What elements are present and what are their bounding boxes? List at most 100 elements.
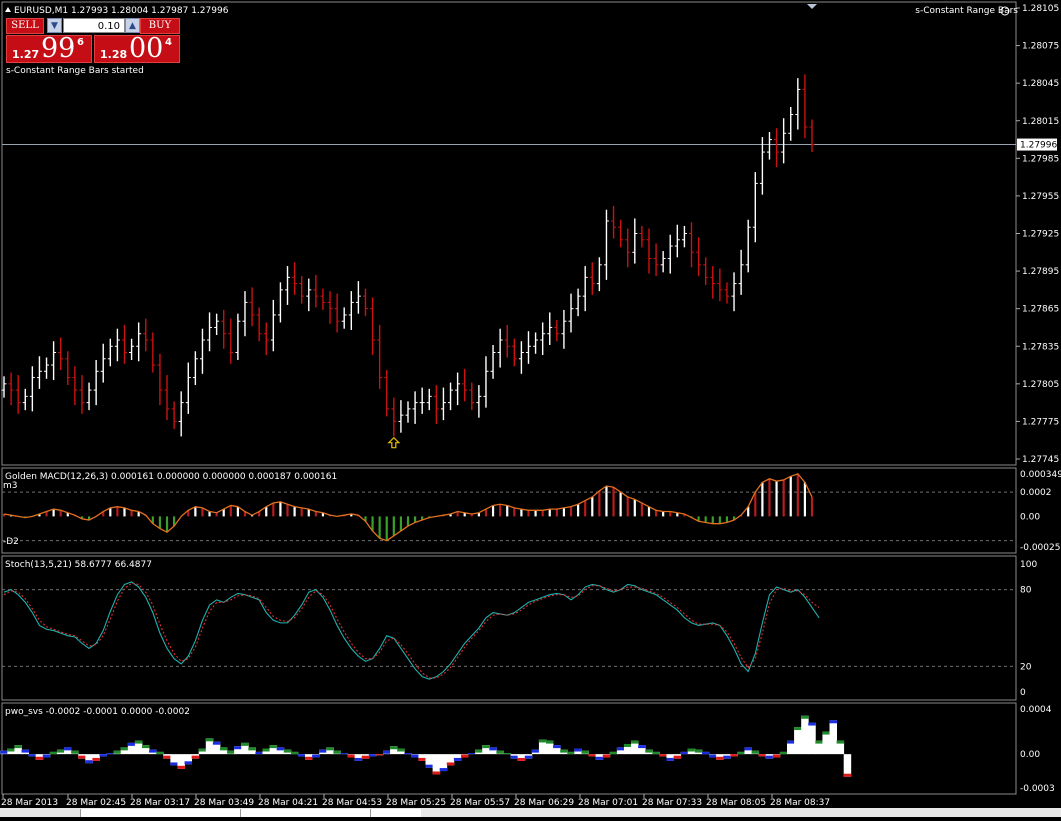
pwo-bar — [616, 747, 625, 755]
x-tick-label: 28 Mar 05:57 — [450, 798, 510, 808]
pwo-bar-cap — [71, 750, 79, 754]
y-tick-label: 1.28105 — [1022, 4, 1059, 14]
pwo-bar-cap — [14, 745, 22, 749]
pwo-bar-cap — [616, 747, 625, 751]
pwo-bar — [234, 746, 242, 755]
pwo-bar-cap — [35, 756, 44, 760]
pwo-bar-cap — [574, 748, 582, 752]
pwo-bar — [85, 754, 93, 764]
pwo-bar-cap — [326, 747, 334, 751]
pwo-bar-cap — [531, 749, 540, 753]
pwo-bar-cap — [340, 753, 348, 755]
pwo-bar-cap — [234, 746, 242, 750]
pwo-bar-cap — [333, 750, 341, 754]
pwo-bar-cap — [482, 745, 490, 749]
y-tick-label: 1.27865 — [1022, 305, 1059, 315]
pwo-bar-cap — [198, 748, 207, 752]
pwo-bar — [815, 740, 823, 755]
pwo-bar-cap — [794, 727, 802, 731]
ask-price-button[interactable]: 1.28 00 4 — [94, 33, 180, 64]
pwo-bar-cap — [524, 755, 533, 759]
sell-button[interactable]: SELL — [6, 18, 44, 34]
x-tick-label: 28 Mar 04:53 — [322, 798, 382, 808]
buy-button[interactable]: BUY — [140, 18, 180, 34]
stoch-main-line — [3, 581, 820, 680]
pwo-bar-cap — [815, 740, 823, 744]
pwo-bar-cap — [92, 757, 100, 761]
pwo-bar-cap — [446, 762, 455, 766]
pwo-bar — [92, 754, 100, 761]
indicator-tag: s-Constant Range Bars — [915, 6, 1018, 16]
pwo-bar — [623, 743, 632, 755]
chart-tab[interactable] — [240, 809, 371, 817]
pwo-bar — [184, 754, 193, 765]
ask-price-pipette: 4 — [165, 37, 172, 48]
x-tick-label: 28 Mar 02:45 — [66, 798, 126, 808]
pwo-bar-cap — [276, 747, 285, 751]
macd-label-m3: m3 — [3, 481, 18, 491]
pwo-bar-cap — [673, 755, 682, 759]
ask-price-big: 00 — [129, 33, 164, 64]
pwo-bar — [794, 727, 802, 755]
pwo-bar-cap — [439, 768, 448, 772]
x-tick-label: 28 Mar 2013 — [1, 798, 58, 808]
pwo-bar-cap — [645, 749, 653, 753]
pwo-bar-cap — [319, 749, 327, 753]
chart-tab[interactable] — [370, 809, 421, 817]
lot-increase-icon[interactable]: ▲ — [125, 18, 140, 33]
lot-decrease-icon[interactable]: ▼ — [47, 18, 62, 33]
x-tick-label: 28 Mar 07:01 — [578, 798, 638, 808]
bid-price-button[interactable]: 1.27 99 6 — [6, 33, 92, 64]
pwo-bar — [276, 747, 285, 755]
x-tick-label: 28 Mar 08:37 — [770, 798, 830, 808]
stoch-title: Stoch(13,5,21) 58.6777 66.4877 — [5, 560, 152, 570]
pwo-bar-cap — [496, 750, 504, 754]
pwo-bar-cap — [744, 747, 752, 751]
pwo-bar-cap — [382, 750, 391, 754]
pwo-bar-cap — [64, 747, 72, 751]
pwo-bar — [127, 742, 136, 755]
lot-size-input[interactable]: 0.10 — [63, 18, 125, 33]
pwo-bar — [134, 740, 143, 755]
status-message: s-Constant Range Bars started — [6, 66, 144, 76]
pwo-bar — [822, 731, 830, 755]
pwo-bar — [64, 747, 72, 755]
pwo-bar — [446, 754, 455, 766]
pwo-bar-cap — [297, 754, 306, 757]
pwo-bar-cap — [680, 751, 689, 755]
pwo-bar-cap — [99, 754, 107, 757]
chart-tab[interactable] — [80, 809, 241, 817]
pwo-bar — [120, 747, 129, 755]
pwo-bar-cap — [177, 765, 185, 769]
pwo-bar — [836, 740, 845, 755]
pwo-bar-cap — [432, 771, 441, 775]
pwo-bar-cap — [212, 741, 221, 745]
x-tick-label: 28 Mar 05:25 — [386, 798, 446, 808]
y-tick-label: 1.28075 — [1022, 42, 1059, 52]
pwo-bar-cap — [659, 754, 667, 757]
y-tick-label: 0.0004 — [1020, 705, 1052, 715]
pwo-bar — [14, 745, 22, 755]
pwo-bar-cap — [347, 754, 356, 758]
pwo-bar — [390, 746, 398, 755]
panel-frame-stoch — [1, 555, 1017, 701]
stoch-signal-line — [3, 582, 820, 679]
pwo-bar-cap — [453, 757, 462, 761]
pwo-bar-cap — [390, 746, 398, 750]
pwo-bar-cap — [219, 747, 228, 751]
pwo-bar-cap — [666, 757, 674, 761]
pwo-bar-cap — [361, 755, 370, 759]
pwo-bar-cap — [425, 764, 434, 768]
pwo-bar — [418, 754, 426, 761]
pwo-bar-cap — [227, 750, 235, 754]
bottom-tab-strip — [0, 808, 1061, 817]
smiley-icon — [1000, 6, 1010, 16]
pwo-bar-cap — [312, 754, 320, 758]
panel-frame-pwo — [1, 702, 1017, 795]
pwo-bar-cap — [468, 753, 476, 755]
y-tick-label: 20 — [1020, 662, 1032, 672]
current-price-box — [1017, 138, 1057, 151]
pwo-bar — [843, 754, 852, 777]
